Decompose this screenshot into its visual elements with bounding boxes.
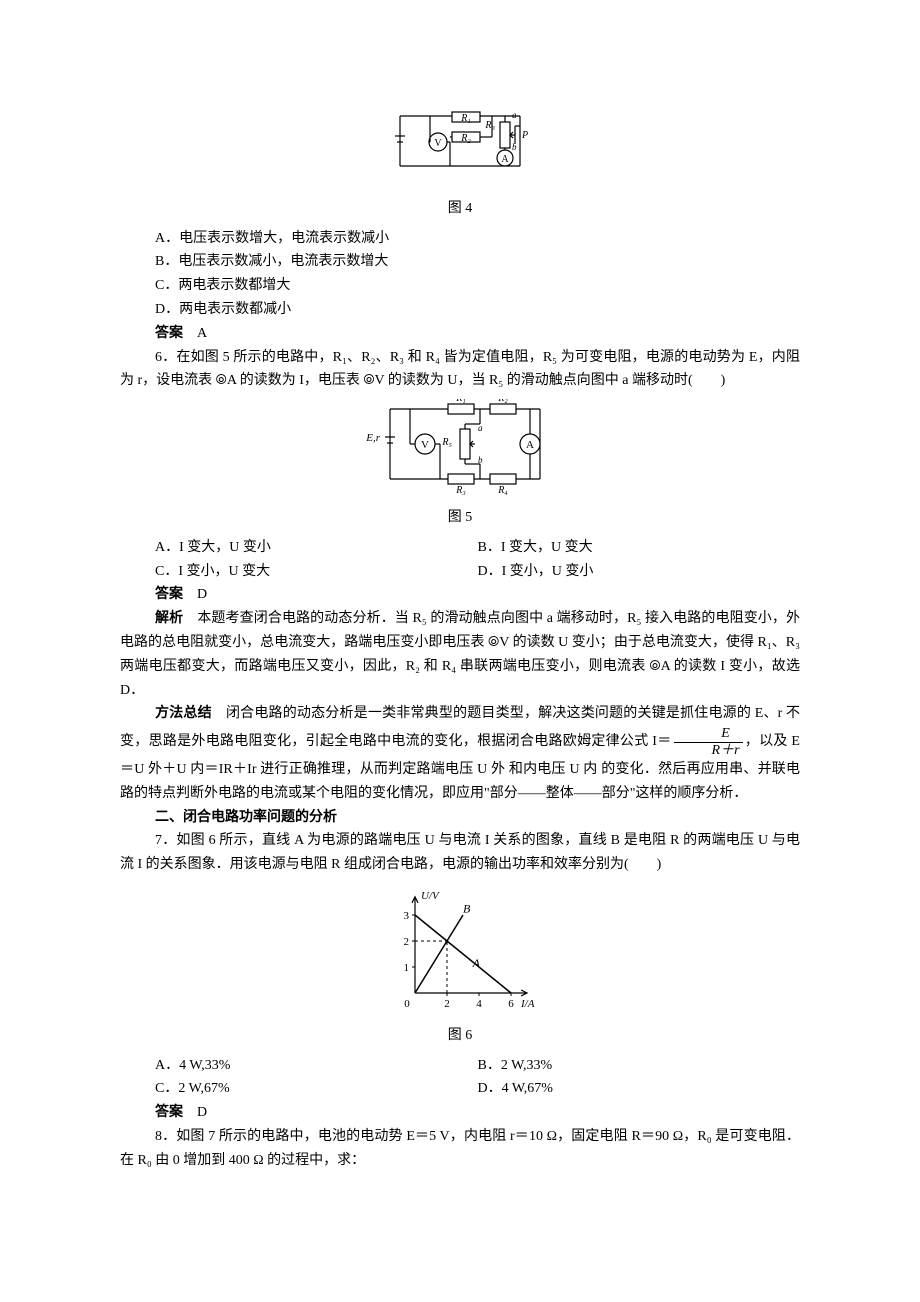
q6-answer: 答案 D [120, 583, 800, 607]
svg-text:6: 6 [508, 998, 514, 1010]
frac-num: E [674, 726, 743, 742]
ammeter-label: A [501, 154, 509, 165]
p-label: P [521, 130, 528, 141]
frac-den: R＋r [674, 743, 743, 758]
section-2-title: 二、闭合电路功率问题的分析 [120, 806, 800, 830]
a-label: a [512, 110, 517, 120]
svg-text:I/A: I/A [520, 998, 535, 1010]
svg-text:U/V: U/V [421, 890, 440, 902]
q6-choice-d: D．I 变小，U 变小 [478, 560, 801, 584]
q5-answer: 答案 A [120, 322, 800, 346]
graph-fig6: 1 2 3 2 4 6 0 U/V I/A A B [375, 883, 545, 1013]
q6-choices: A．I 变大，U 变小 B．I 变大，U 变大 C．I 变小，U 变大 D．I … [120, 536, 800, 584]
v-label: V [421, 439, 429, 451]
r1-label-5: R₁ [455, 399, 466, 404]
q7-choice-b: B．2 W,33% [478, 1054, 801, 1078]
r5-label-5: R₅ [441, 437, 452, 448]
answer-label-7: 答案 [155, 1105, 183, 1120]
b-label-5: b [478, 455, 483, 465]
q6-explanation: 解析 本题考查闭合电路的动态分析．当 R₅ 的滑动触点向图中 a 端移动时，R₅… [120, 607, 800, 702]
q6-choice-c: C．I 变小，U 变大 [155, 560, 478, 584]
fig5-caption: 图 5 [120, 506, 800, 530]
q5-choices: A．电压表示数增大，电流表示数减小 B．电压表示数减小，电流表示数增大 C．两电… [120, 227, 800, 322]
q6-stem: 6．在如图 5 所示的电路中，R₁、R₂、R₃ 和 R₄ 皆为定值电阻，R₅ 为… [120, 346, 800, 394]
r3-label: R₃ [484, 120, 495, 131]
q7-stem: 7．如图 6 所示，直线 A 为电源的路端电压 U 与电流 I 关系的图象，直线… [120, 829, 800, 877]
q7-answer-value: D [197, 1105, 207, 1120]
r3-label-5: R₃ [455, 485, 466, 495]
svg-text:1: 1 [404, 962, 410, 974]
q7-choices: A．4 W,33% B．2 W,33% C．2 W,67% D．4 W,67% [120, 1054, 800, 1102]
q5-choice-a: A．电压表示数增大，电流表示数减小 [155, 227, 800, 251]
circuit-fig4: V R₁ R₂ R₃ a b P A [380, 106, 540, 186]
a-meter-5: A [526, 439, 534, 451]
svg-text:A: A [472, 956, 481, 970]
figure-5: E,r V R₁ R₂ R₃ R₄ R₅ a b A 图 5 [120, 399, 800, 530]
q6-choice-a: A．I 变大，U 变小 [155, 536, 478, 560]
q7-answer: 答案 D [120, 1101, 800, 1125]
q6-choice-b: B．I 变大，U 变大 [478, 536, 801, 560]
svg-text:3: 3 [404, 910, 410, 922]
q5-choice-c: C．两电表示数都增大 [155, 274, 800, 298]
q6-explan-text: 本题考查闭合电路的动态分析．当 R₅ 的滑动触点向图中 a 端移动时，R₅ 接入… [120, 611, 800, 697]
method-label: 方法总结 [155, 706, 212, 721]
answer-label: 答案 [155, 326, 183, 341]
b-label: b [512, 142, 517, 152]
e-label: E,r [365, 432, 380, 444]
q6-answer-value: D [197, 587, 207, 602]
svg-text:0: 0 [404, 998, 410, 1010]
figure-4: V R₁ R₂ R₃ a b P A 图 4 [120, 106, 800, 221]
r4-label-5: R₄ [497, 485, 508, 495]
svg-text:2: 2 [404, 936, 410, 948]
q5-choice-d: D．两电表示数都减小 [155, 298, 800, 322]
circuit-fig5: E,r V R₁ R₂ R₃ R₄ R₅ a b A [360, 399, 560, 495]
fig6-caption: 图 6 [120, 1024, 800, 1048]
svg-text:4: 4 [476, 998, 482, 1010]
q5-choice-b: B．电压表示数减小，电流表示数增大 [155, 250, 800, 274]
r2-label-5: R₂ [497, 399, 508, 404]
svg-text:2: 2 [444, 998, 450, 1010]
figure-6: 1 2 3 2 4 6 0 U/V I/A A B 图 6 [120, 883, 800, 1048]
r1-label: R₁ [460, 113, 471, 124]
q7-choice-d: D．4 W,67% [478, 1077, 801, 1101]
q7-choice-c: C．2 W,67% [155, 1077, 478, 1101]
fraction: ER＋r [674, 726, 743, 758]
q7-choice-a: A．4 W,33% [155, 1054, 478, 1078]
fig4-caption: 图 4 [120, 197, 800, 221]
explan-label: 解析 [155, 611, 183, 626]
svg-text:B: B [463, 901, 471, 915]
q5-answer-value: A [197, 326, 207, 341]
a-label-5: a [478, 423, 483, 433]
q8-stem: 8．如图 7 所示的电路中，电池的电动势 E＝5 V，内电阻 r＝10 Ω，固定… [120, 1125, 800, 1173]
voltmeter-label: V [434, 138, 442, 149]
method-summary: 方法总结 闭合电路的动态分析是一类非常典型的题目类型，解决这类问题的关键是抓住电… [120, 702, 800, 805]
answer-label-6: 答案 [155, 587, 183, 602]
r2-label: R₂ [460, 133, 471, 144]
